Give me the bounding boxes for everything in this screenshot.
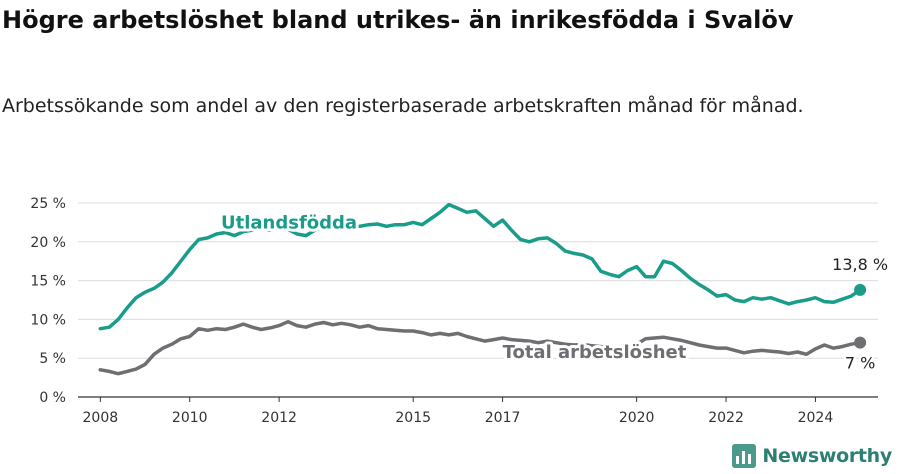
y-tick-label: 5 % xyxy=(39,351,66,367)
x-tick-label: 2010 xyxy=(172,410,208,426)
y-tick-label: 10 % xyxy=(30,312,66,328)
brand-name: Newsworthy xyxy=(762,445,892,467)
x-tick-label: 2022 xyxy=(708,410,744,426)
utlandsfodda-endpoint xyxy=(854,283,867,296)
y-tick-label: 15 % xyxy=(30,274,66,290)
newsworthy-brand[interactable]: Newsworthy xyxy=(732,441,892,471)
series-end-value-label: 13,8 % xyxy=(832,255,888,274)
x-tick-label: 2012 xyxy=(261,410,297,426)
series-end-value-label: 7 % xyxy=(845,354,875,373)
series-name-label: Total arbetslöshet xyxy=(503,342,687,363)
line-chart: 0 % 5 % 10 % 15 % 20 % 25 % 2008 2010 2012 2015 20… xyxy=(30,196,889,426)
x-tick-label: 2020 xyxy=(619,410,655,426)
x-tick-label: 2024 xyxy=(798,410,834,426)
series-name-label: Utlandsfödda xyxy=(221,213,357,234)
y-tick-label: 20 % xyxy=(30,235,66,251)
y-tick-label: 25 % xyxy=(30,196,66,212)
chart-title: Högre arbetslöshet bland utrikes- än inr… xyxy=(2,6,794,34)
total-line xyxy=(98,319,862,376)
x-tick-label: 2015 xyxy=(395,410,431,426)
chart-subtitle: Arbetssökande som andel av den registerb… xyxy=(2,95,804,117)
y-tick-label: 0 % xyxy=(39,390,66,406)
x-tick-label: 2017 xyxy=(485,410,521,426)
newsworthy-logo-icon xyxy=(732,444,757,468)
x-tick-label: 2008 xyxy=(83,410,119,426)
utlandsfodda-line xyxy=(98,202,862,331)
total-endpoint xyxy=(854,336,867,349)
